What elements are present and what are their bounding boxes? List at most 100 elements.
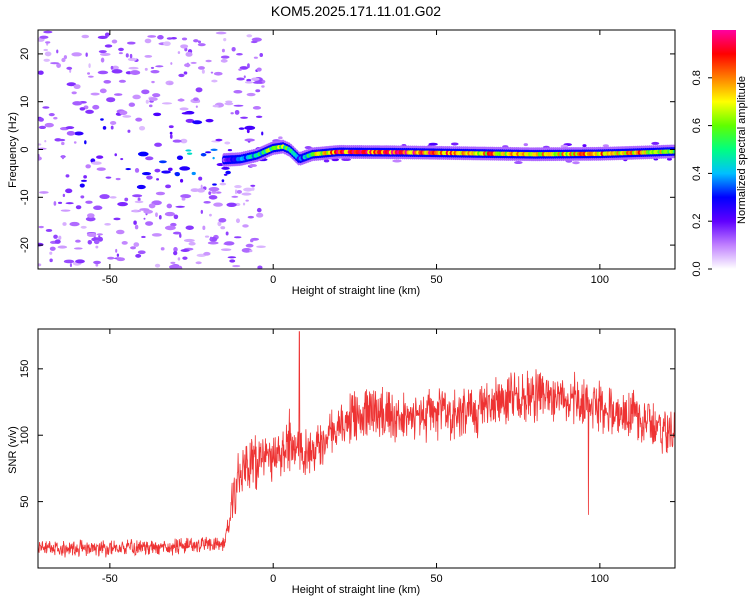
heatmap-noise-cell [205, 59, 212, 63]
heatmap-noise-cell [392, 159, 402, 163]
heatmap-marks [38, 30, 675, 269]
heatmap-noise-cell [246, 129, 250, 134]
heatmap-noise-cell [200, 184, 203, 190]
heatmap-noise-cell [38, 156, 42, 161]
heatmap-noise-cell [60, 209, 71, 212]
colorbar: 0.0 0.2 0.4 0.6 0.8 Normalized spectral ampl… [691, 30, 748, 277]
heatmap-noise-cell [172, 231, 182, 235]
heatmap-noise-cell [208, 195, 218, 200]
heatmap-noise-cell [157, 35, 164, 40]
heatmap-noise-cell [193, 97, 199, 102]
heatmap-noise-cell [188, 241, 196, 246]
heatmap-noise-cell [201, 69, 205, 74]
y-tick-label: 50 [19, 495, 31, 507]
heatmap-noise-cell [166, 203, 173, 209]
heatmap-noise-cell [119, 110, 128, 115]
heatmap-noise-cell [111, 65, 119, 70]
heatmap-noise-cell [220, 55, 230, 59]
heatmap-noise-cell [168, 82, 174, 85]
heatmap-noise-cell [651, 141, 660, 145]
heatmap-noise-cell [114, 153, 118, 157]
heatmap-noise-cell [58, 138, 66, 142]
heatmap-noise-cell [229, 259, 236, 263]
heatmap-noise-cell [150, 69, 160, 74]
heatmap-noise-cell [249, 249, 253, 253]
y-tick-label: 100 [19, 426, 31, 444]
heatmap-noise-cell [243, 75, 246, 79]
heatmap-noise-cell [180, 249, 190, 252]
heatmap-noise-cell [107, 256, 115, 260]
heatmap-noise-cell [177, 98, 185, 102]
heatmap-noise-cell [110, 125, 114, 130]
heatmap-noise-cell [124, 197, 129, 202]
heatmap-noise-cell [234, 184, 242, 189]
heatmap-noise-cell [98, 50, 107, 54]
heatmap-noise-cell [73, 247, 83, 250]
snr-frame [37, 328, 676, 569]
heatmap-noise-cell [43, 58, 50, 62]
heatmap-noise-cell [99, 194, 110, 200]
heatmap-noise-cell [209, 236, 213, 241]
heatmap-noise-cell [110, 65, 114, 70]
heatmap-noise-cell [130, 246, 137, 250]
heatmap-noise-cell [146, 175, 153, 180]
heatmap-noise-cell [62, 222, 67, 226]
heatmap-noise-cell [66, 66, 73, 70]
heatmap-noise-cell [247, 215, 254, 219]
heatmap-noise-cell [223, 38, 227, 42]
heatmap-noise-cell [217, 221, 222, 227]
y-tick-label: -20 [19, 237, 31, 253]
heatmap-noise-cell [178, 265, 183, 269]
heatmap-noise-cell [53, 234, 58, 239]
heatmap-noise-cell [111, 69, 123, 74]
heatmap-noise-cell [141, 172, 152, 176]
heatmap-noise-cell [181, 197, 186, 201]
heatmap-noise-cell [93, 260, 101, 265]
heatmap-noise-cell [231, 195, 239, 198]
heatmap-noise-cell [256, 212, 264, 218]
heatmap-noise-cell [245, 199, 249, 202]
heatmap-noise-cell [168, 167, 173, 172]
heatmap-noise-cell [203, 251, 211, 256]
heatmap-noise-cell [219, 182, 227, 186]
heatmap-noise-cell [45, 228, 53, 232]
heatmap-noise-cell [323, 159, 330, 163]
heatmap-noise-cell [246, 34, 253, 38]
snr-y-label: SNR (v/v) [7, 426, 19, 474]
x-tick-label: 0 [270, 274, 276, 286]
heatmap-noise-cell [232, 264, 241, 268]
heatmap-noise-cell [251, 187, 255, 191]
heatmap-noise-cell [96, 155, 104, 159]
heatmap-noise-cell [128, 66, 139, 70]
heatmap-noise-cell [202, 225, 206, 231]
heatmap-noise-cell [182, 256, 188, 260]
heatmap-noise-cell [85, 164, 91, 169]
heatmap-noise-cell [181, 37, 188, 41]
heatmap-noise-cell [61, 57, 66, 63]
heatmap-noise-cell [173, 251, 178, 256]
heatmap-noise-cell [161, 170, 171, 174]
heatmap-noise-cell [93, 239, 100, 245]
heatmap-noise-cell [90, 92, 100, 96]
heatmap-noise-cell [190, 188, 200, 193]
heatmap-noise-cell [69, 263, 73, 268]
heatmap-noise-cell [38, 143, 42, 146]
colorbar-label: Normalized spectral amplitude [736, 76, 748, 224]
heatmap-noise-cell [129, 70, 141, 76]
heatmap-noise-cell [155, 212, 158, 218]
heatmap-noise-cell [117, 202, 128, 207]
heatmap-noise-cell [65, 188, 73, 194]
heatmap-noise-cell [152, 93, 161, 98]
heatmap-noise-cell [38, 117, 44, 122]
heatmap-noise-cell [49, 246, 56, 251]
heatmap-noise-cell [158, 214, 162, 220]
heatmap-noise-cell [79, 107, 86, 111]
heatmap-noise-cell [179, 233, 182, 238]
heatmap-noise-cell [66, 82, 77, 87]
heatmap-x-label: Height of straight line (km) [292, 285, 420, 297]
heatmap-noise-cell [155, 191, 166, 196]
heatmap-noise-cell [132, 194, 143, 198]
heatmap-noise-cell [180, 44, 189, 49]
x-tick-label: 50 [430, 573, 442, 585]
colorbar-tick-label: 0.8 [691, 70, 703, 85]
